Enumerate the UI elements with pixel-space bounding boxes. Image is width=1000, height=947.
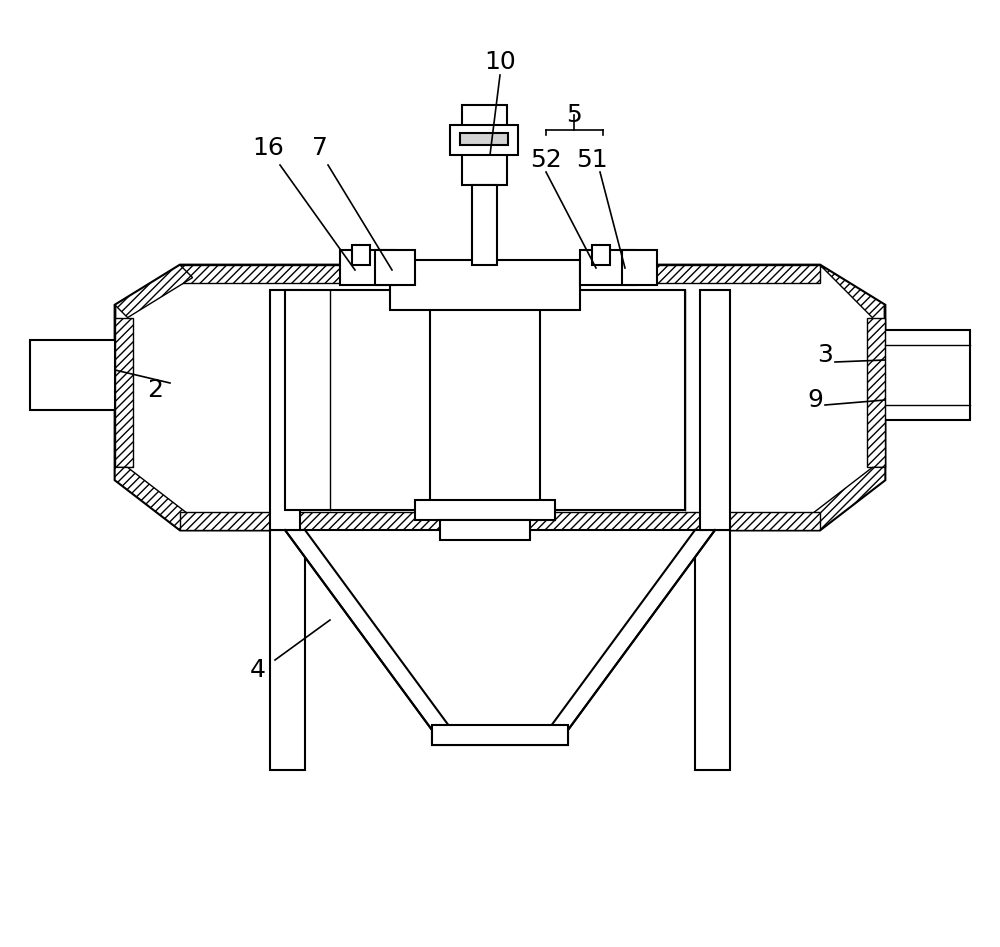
Bar xyxy=(450,125,518,155)
Text: 9: 9 xyxy=(807,388,823,412)
Polygon shape xyxy=(115,317,133,468)
Polygon shape xyxy=(180,265,820,283)
Bar xyxy=(580,250,635,285)
Bar xyxy=(270,290,300,530)
Bar xyxy=(592,245,610,265)
Bar xyxy=(695,530,730,770)
Bar xyxy=(415,500,555,520)
Bar xyxy=(440,520,530,540)
Bar xyxy=(540,290,685,510)
Bar xyxy=(375,250,415,285)
Text: 7: 7 xyxy=(312,136,328,160)
Bar xyxy=(460,133,508,145)
Text: 10: 10 xyxy=(484,50,516,74)
Bar xyxy=(285,290,430,510)
Bar xyxy=(340,250,395,285)
Polygon shape xyxy=(885,330,970,420)
Bar xyxy=(472,185,497,265)
Text: 3: 3 xyxy=(817,343,833,367)
Bar xyxy=(622,250,657,285)
Polygon shape xyxy=(867,317,885,468)
Bar xyxy=(700,290,730,530)
Bar xyxy=(432,725,568,745)
Polygon shape xyxy=(180,512,820,530)
Polygon shape xyxy=(807,468,885,530)
Text: 51: 51 xyxy=(576,148,608,172)
Bar xyxy=(270,530,305,770)
Polygon shape xyxy=(30,340,115,410)
Bar xyxy=(352,245,370,265)
Text: 2: 2 xyxy=(147,378,163,402)
Polygon shape xyxy=(820,265,885,317)
Text: 16: 16 xyxy=(252,136,284,160)
Polygon shape xyxy=(285,530,715,745)
Text: 5: 5 xyxy=(566,103,582,127)
Polygon shape xyxy=(115,468,193,530)
Bar xyxy=(462,105,507,185)
Polygon shape xyxy=(115,265,193,317)
Polygon shape xyxy=(115,265,885,530)
Bar xyxy=(390,260,580,310)
Text: 4: 4 xyxy=(250,658,266,682)
Text: 52: 52 xyxy=(530,148,562,172)
